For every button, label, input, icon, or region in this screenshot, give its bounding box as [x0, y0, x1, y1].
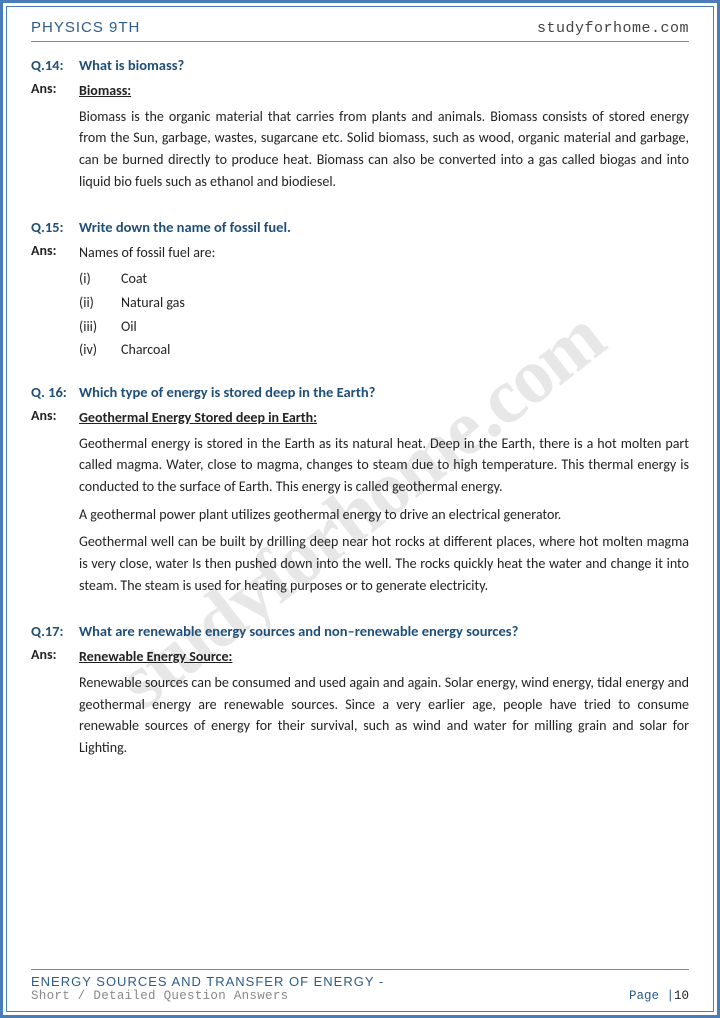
question-row: Q.15: Write down the name of fossil fuel… [31, 218, 689, 236]
page-label: Page | [629, 989, 674, 1003]
answer-label: Ans: [31, 242, 79, 362]
answer-paragraph: Geothermal well can be built by drilling… [79, 531, 689, 596]
list-item: (iv) Charcoal [79, 339, 689, 361]
answer-label: Ans: [31, 646, 79, 764]
list-item: (ii) Natural gas [79, 292, 689, 314]
question-number: Q.15: [31, 218, 79, 236]
footer-page: Page |10 [629, 989, 689, 1003]
list-item: (i) Coat [79, 268, 689, 290]
question-text: Write down the name of fossil fuel. [79, 218, 689, 236]
answer-paragraph: A geothermal power plant utilizes geothe… [79, 504, 689, 526]
answer-paragraph: Renewable sources can be consumed and us… [79, 672, 689, 759]
answer-body: Names of fossil fuel are: (i) Coat (ii) … [79, 242, 689, 362]
header-site: studyforhome.com [537, 20, 689, 37]
answer-heading: Geothermal Energy Stored deep in Earth: [79, 407, 689, 429]
answer-list: (i) Coat (ii) Natural gas (iii) Oil [79, 268, 689, 361]
list-item: (iii) Oil [79, 316, 689, 338]
page-header: PHYSICS 9TH studyforhome.com [31, 19, 689, 42]
list-item-number: (i) [79, 268, 121, 290]
list-item-text: Coat [121, 268, 689, 290]
answer-body: Biomass: Biomass is the organic material… [79, 80, 689, 198]
question-number: Q. 16: [31, 383, 79, 401]
header-subject: PHYSICS 9TH [31, 19, 140, 36]
list-item-text: Natural gas [121, 292, 689, 314]
page-frame: studyforhome.com PHYSICS 9TH studyforhom… [0, 0, 720, 1018]
question-block: Q.15: Write down the name of fossil fuel… [31, 218, 689, 362]
page-content: PHYSICS 9TH studyforhome.com Q.14: What … [31, 19, 689, 765]
answer-row: Ans: Names of fossil fuel are: (i) Coat … [31, 242, 689, 362]
footer-title: ENERGY SOURCES AND TRANSFER OF ENERGY - [31, 974, 384, 989]
question-row: Q.14: What is biomass? [31, 56, 689, 74]
page-inner: studyforhome.com PHYSICS 9TH studyforhom… [6, 6, 714, 1012]
question-text: What are renewable energy sources and no… [79, 622, 689, 640]
list-item-number: (ii) [79, 292, 121, 314]
answer-paragraph: Biomass is the organic material that car… [79, 106, 689, 193]
answer-body: Geothermal Energy Stored deep in Earth: … [79, 407, 689, 603]
question-row: Q. 16: Which type of energy is stored de… [31, 383, 689, 401]
answer-row: Ans: Biomass: Biomass is the organic mat… [31, 80, 689, 198]
answer-row: Ans: Renewable Energy Source: Renewable … [31, 646, 689, 764]
question-block: Q.14: What is biomass? Ans: Biomass: Bio… [31, 56, 689, 198]
answer-label: Ans: [31, 80, 79, 198]
answer-paragraph: Geothermal energy is stored in the Earth… [79, 433, 689, 498]
footer-left: ENERGY SOURCES AND TRANSFER OF ENERGY - … [31, 974, 384, 1003]
page-number: 10 [674, 989, 689, 1003]
list-item-text: Charcoal [121, 339, 689, 361]
answer-heading: Renewable Energy Source: [79, 646, 689, 668]
answer-heading: Biomass: [79, 80, 689, 102]
question-block: Q.17: What are renewable energy sources … [31, 622, 689, 764]
question-block: Q. 16: Which type of energy is stored de… [31, 383, 689, 603]
question-number: Q.14: [31, 56, 79, 74]
question-number: Q.17: [31, 622, 79, 640]
page-footer: ENERGY SOURCES AND TRANSFER OF ENERGY - … [31, 969, 689, 1003]
answer-row: Ans: Geothermal Energy Stored deep in Ea… [31, 407, 689, 603]
list-item-number: (iv) [79, 339, 121, 361]
question-text: Which type of energy is stored deep in t… [79, 383, 689, 401]
question-row: Q.17: What are renewable energy sources … [31, 622, 689, 640]
answer-label: Ans: [31, 407, 79, 603]
question-text: What is biomass? [79, 56, 689, 74]
answer-body: Renewable Energy Source: Renewable sourc… [79, 646, 689, 764]
list-item-number: (iii) [79, 316, 121, 338]
list-item-text: Oil [121, 316, 689, 338]
footer-subtitle: Short / Detailed Question Answers [31, 989, 384, 1003]
answer-intro: Names of fossil fuel are: [79, 242, 689, 264]
